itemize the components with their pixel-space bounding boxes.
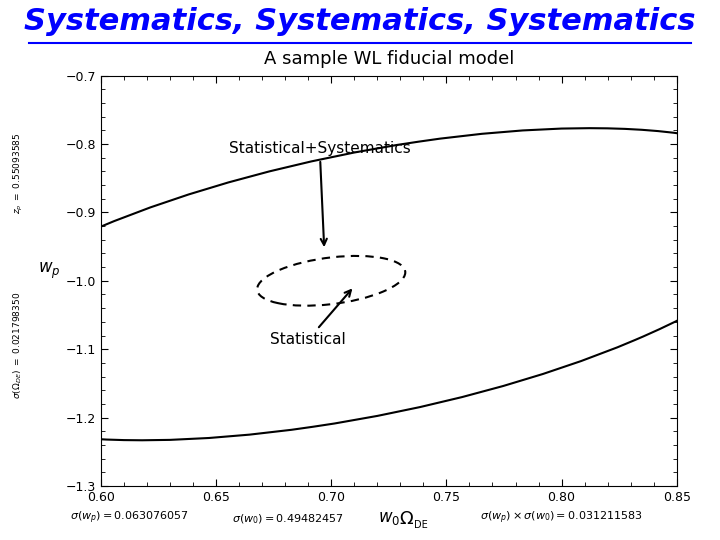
Title: A sample WL fiducial model: A sample WL fiducial model xyxy=(264,50,514,69)
Text: $\sigma(w_p)\times\sigma(w_0) = 0.031211583$: $\sigma(w_p)\times\sigma(w_0) = 0.031211… xyxy=(480,510,643,526)
Text: Statistical+Systematics: Statistical+Systematics xyxy=(229,141,410,245)
Text: $\sigma(w_0) = 0.49482457$: $\sigma(w_0) = 0.49482457$ xyxy=(233,513,343,526)
Text: $\sigma(\Omega_{DE})\ =\ 0.021798350$: $\sigma(\Omega_{DE})\ =\ 0.021798350$ xyxy=(12,292,24,399)
Text: Systematics, Systematics, Systematics: Systematics, Systematics, Systematics xyxy=(24,8,696,36)
Text: $\Omega$: $\Omega$ xyxy=(400,510,414,528)
Text: $z_p\ =\ 0.55093585$: $z_p\ =\ 0.55093585$ xyxy=(12,132,24,214)
Text: DE: DE xyxy=(414,520,428,530)
Y-axis label: $w_p$: $w_p$ xyxy=(37,261,60,281)
Text: Statistical: Statistical xyxy=(270,290,351,347)
Text: $\sigma(w_p) = 0.063076057$: $\sigma(w_p) = 0.063076057$ xyxy=(71,510,189,526)
X-axis label: $w_0$: $w_0$ xyxy=(378,509,400,528)
